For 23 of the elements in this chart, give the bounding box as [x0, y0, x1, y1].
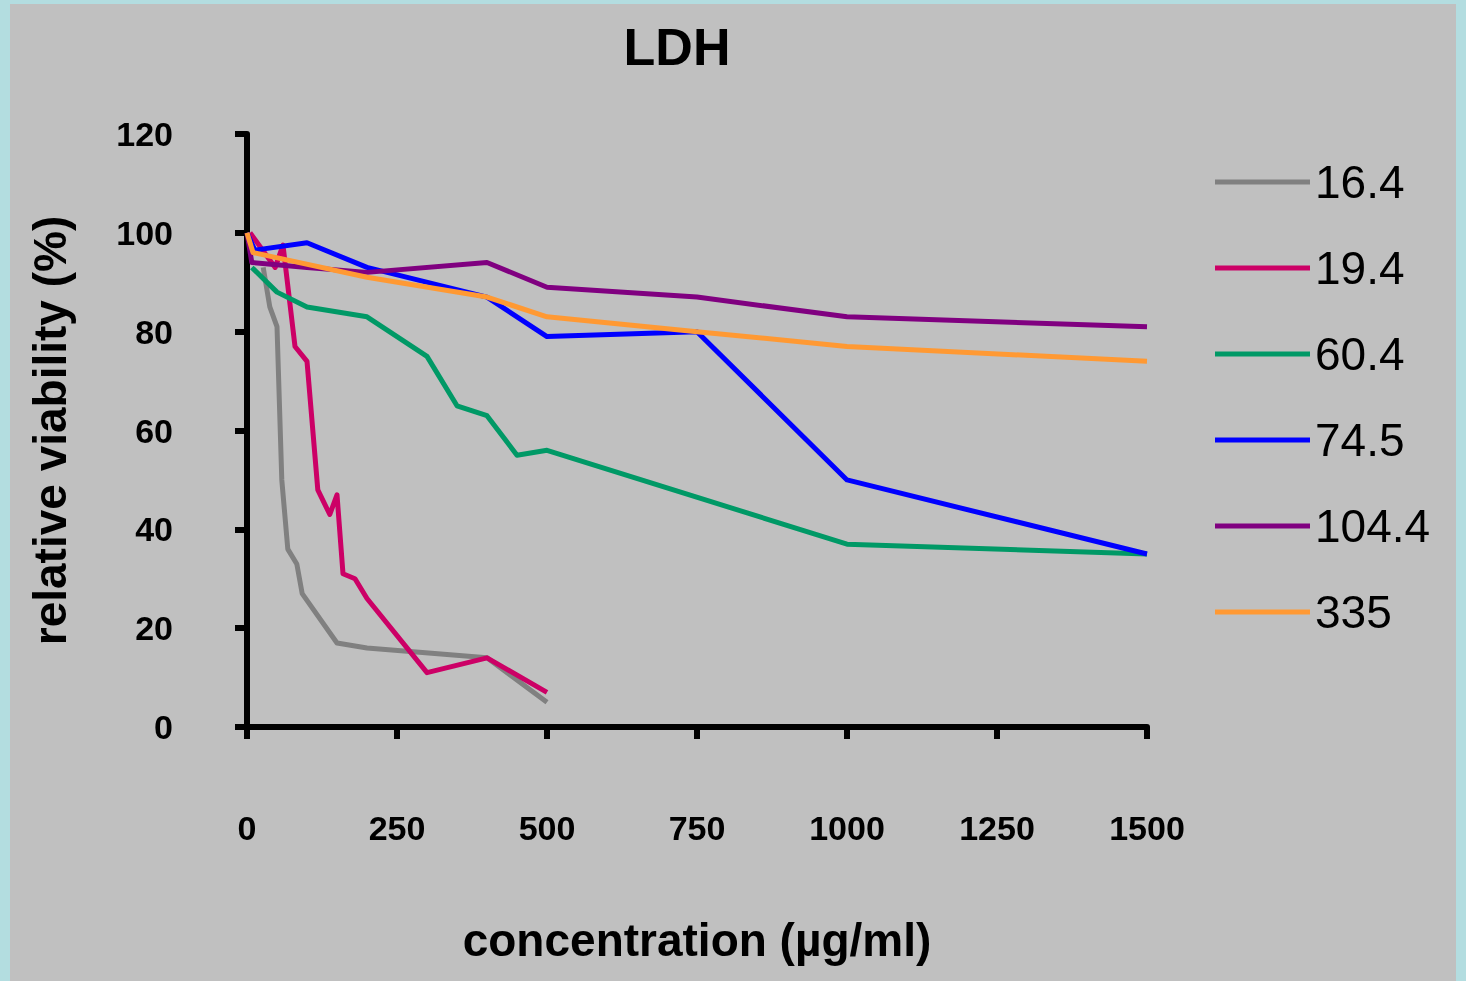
x-tick-label: 1000 — [809, 809, 885, 847]
legend-label: 60.4 — [1315, 328, 1405, 380]
chart-title: LDH — [623, 18, 731, 76]
x-tick-label: 1250 — [959, 809, 1035, 847]
x-tick-label: 500 — [518, 809, 576, 847]
y-tick-label: 120 — [116, 115, 173, 153]
x-tick-label: 250 — [368, 809, 426, 847]
x-tick-label: 1500 — [1109, 809, 1185, 847]
x-tick-label: 0 — [237, 809, 257, 847]
legend-label: 335 — [1315, 586, 1392, 638]
legend-label: 16.4 — [1315, 156, 1405, 208]
legend-label: 104.4 — [1315, 500, 1431, 552]
legend-label: 19.4 — [1315, 242, 1405, 294]
y-tick-label: 0 — [154, 708, 173, 746]
y-tick-label: 60 — [135, 411, 173, 450]
y-axis-title: relative viability (%) — [24, 215, 76, 646]
x-axis-title: concentration (µg/ml) — [462, 914, 932, 966]
y-tick-label: 80 — [135, 312, 173, 351]
y-tick-label: 100 — [116, 213, 173, 252]
legend-label: 74.5 — [1315, 414, 1405, 466]
y-tick-label: 20 — [135, 609, 173, 648]
x-tick-label: 750 — [668, 809, 726, 847]
y-tick-label: 40 — [135, 510, 173, 549]
